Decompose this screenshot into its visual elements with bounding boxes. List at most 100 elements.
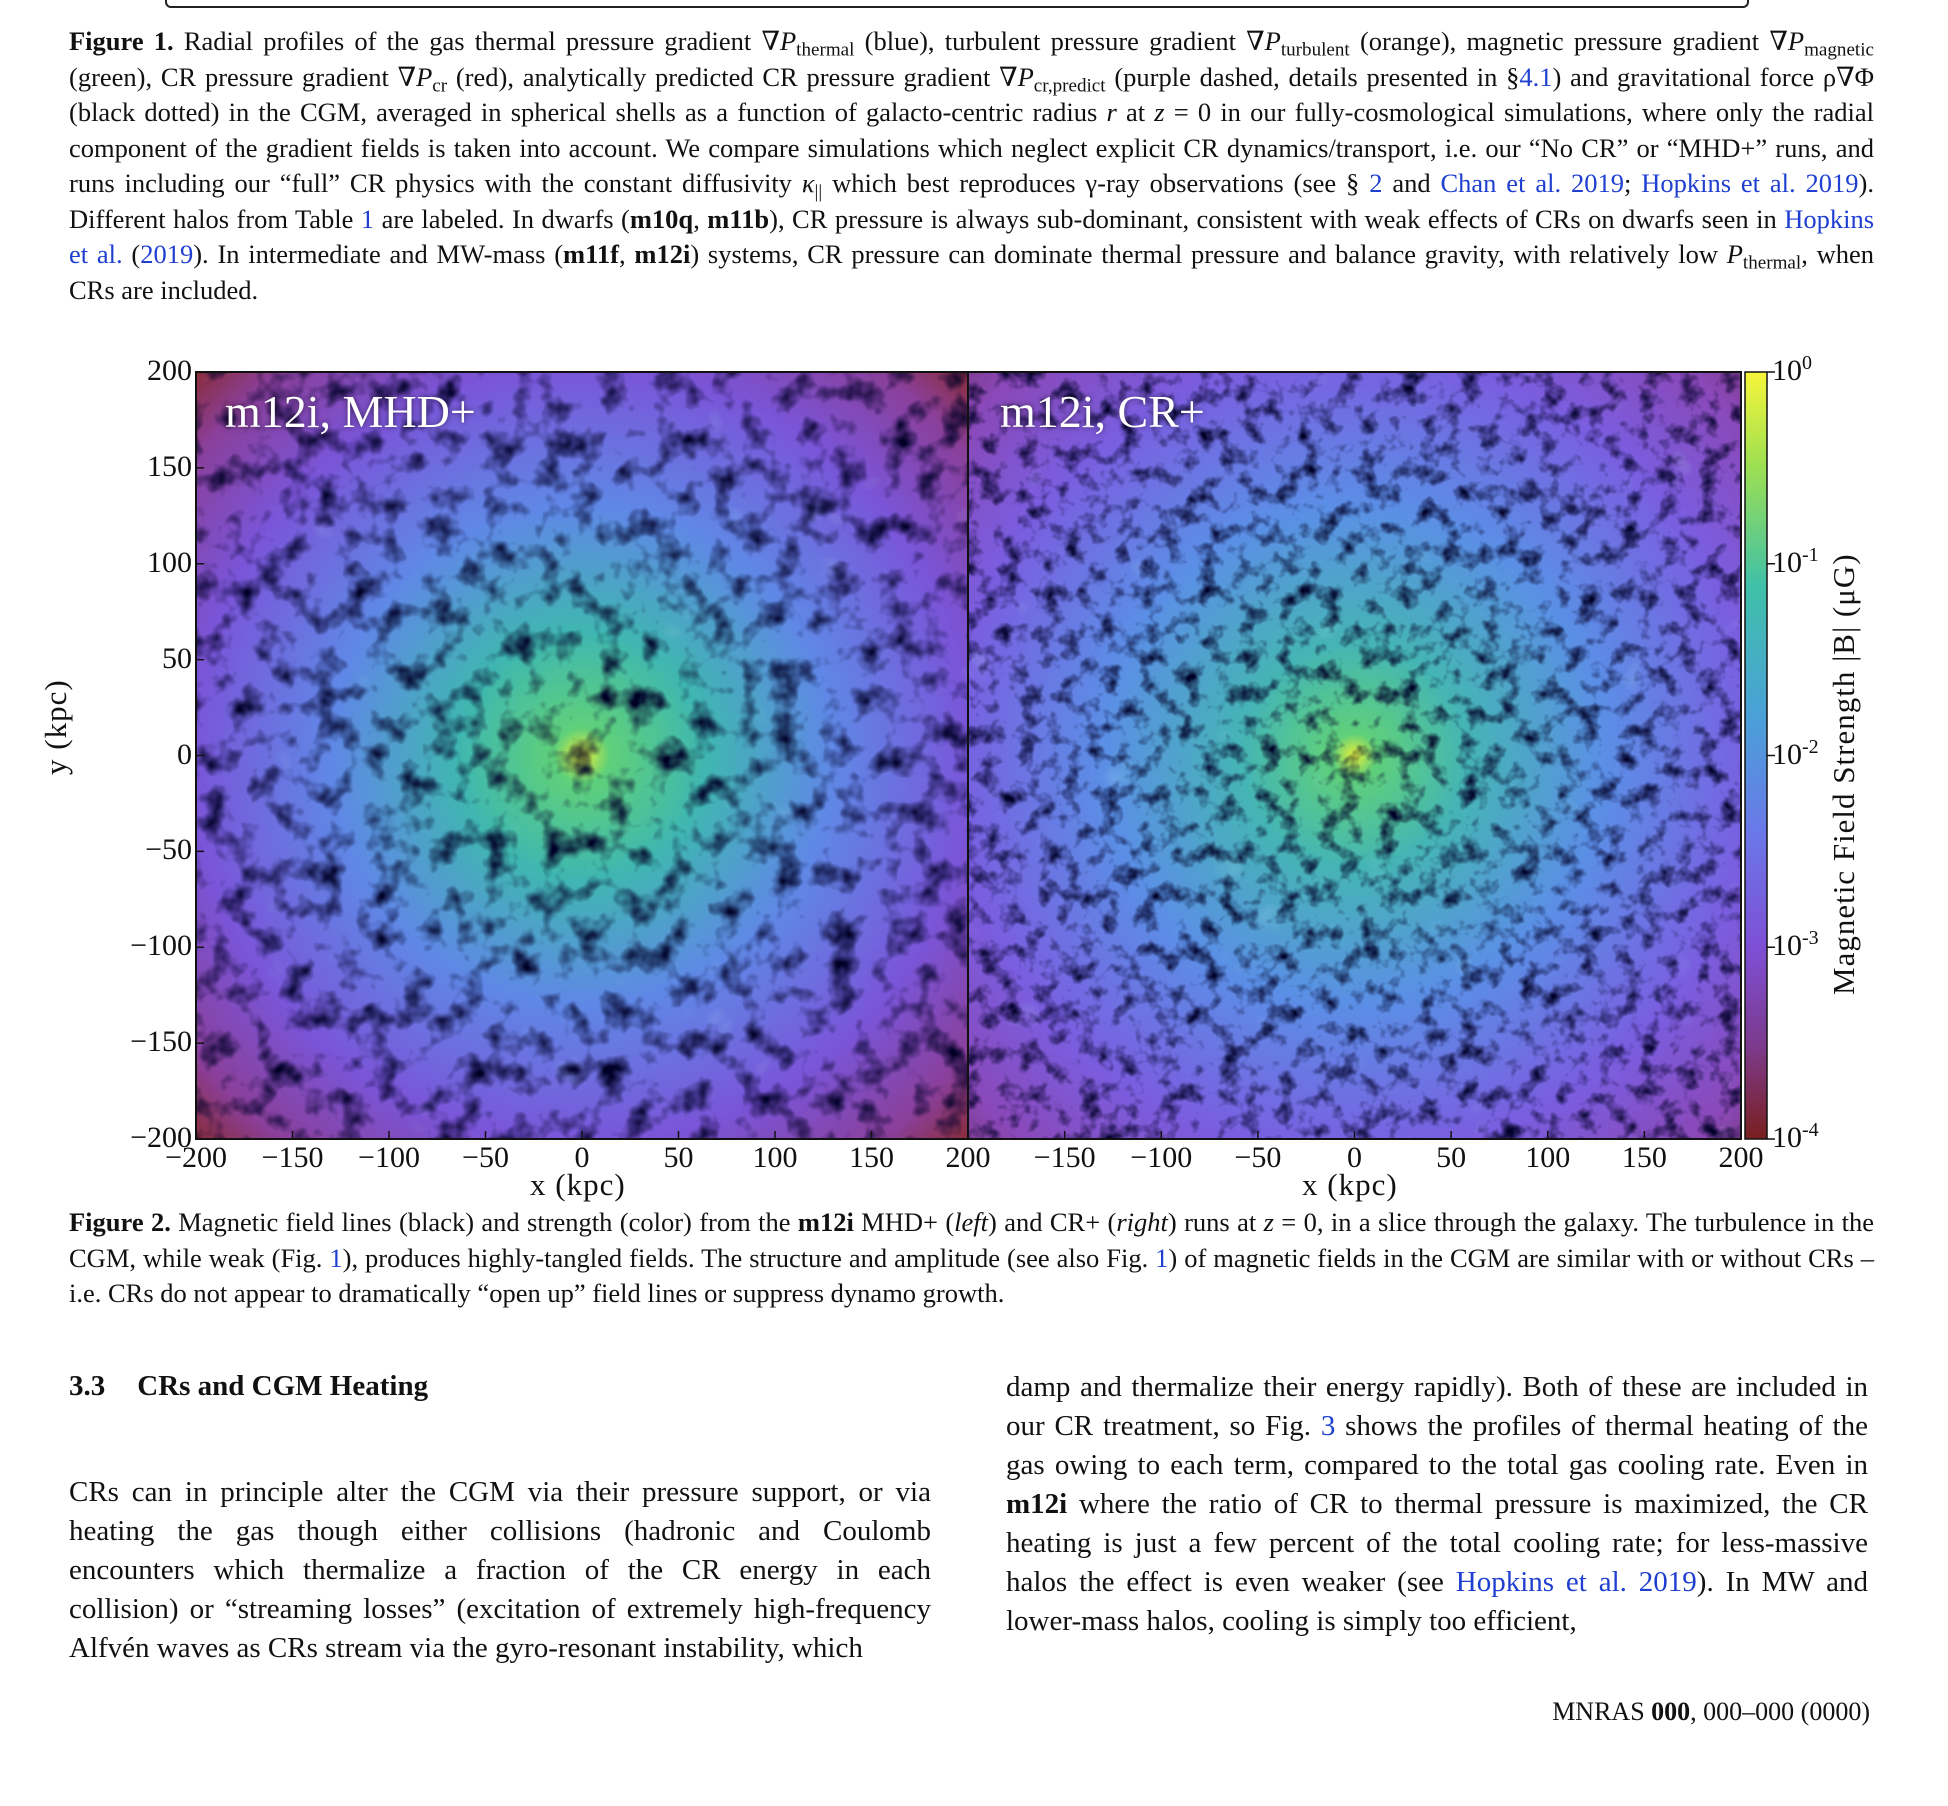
halo-name: m12i [1006, 1488, 1068, 1520]
caption-text: ) of magnetic fields in the CGM are simi… [69, 1242, 1874, 1309]
table-link[interactable]: 1 [360, 203, 375, 234]
section-heading: 3.3 CRs and CGM Heating [69, 1370, 428, 1403]
x-tick-label-right: 50 [1436, 1141, 1467, 1174]
colorbar-tick-label: 10-3 [1772, 927, 1819, 963]
colorbar [1744, 371, 1768, 1140]
halo-name: m11f [563, 239, 619, 269]
caption-text: κ [801, 168, 815, 198]
x-tick-label-left: 50 [663, 1141, 694, 1174]
figure1-caption: Figure 1. Radial profiles of the gas the… [69, 24, 1874, 308]
panel-mhd-field-lines [196, 372, 968, 1139]
tick-base: 10 [1772, 354, 1802, 387]
caption-text: ), CR pressure is always sub-dominant, c… [769, 203, 1785, 234]
figure1-label: Figure 1. [69, 26, 174, 56]
x-tick-label-left: −150 [261, 1141, 324, 1174]
caption-subscript: turbulent [1280, 39, 1350, 61]
figure-link[interactable]: 1 [329, 1242, 343, 1273]
section-title: CRs and CGM Heating [137, 1370, 429, 1402]
body-text: where the ratio of CR to thermal pressur… [1006, 1488, 1868, 1598]
x-tick-label-right: −150 [1033, 1141, 1096, 1174]
caption-text: P [1017, 61, 1034, 92]
x-tick-label-right: 150 [1621, 1141, 1667, 1174]
caption-text: P [1787, 26, 1805, 56]
y-tick-label: −100 [130, 929, 192, 963]
caption-text: are labeled. In dwarfs ( [374, 203, 630, 234]
y-axis-title: y (kpc) [38, 679, 73, 775]
figure-link[interactable]: 3 [1320, 1410, 1336, 1442]
y-tick-label: 50 [162, 641, 192, 675]
x-tick-label-left: 150 [849, 1141, 894, 1174]
caption-subscript: || [814, 181, 823, 203]
halo-name: m12i [797, 1207, 854, 1237]
caption-text: Radial profiles of the gas thermal press… [173, 26, 780, 56]
caption-subscript: thermal [1742, 252, 1802, 274]
caption-text: right [1116, 1207, 1168, 1237]
caption-text: z [1154, 97, 1165, 127]
y-tick-label: 0 [177, 737, 192, 771]
x-tick-label-left: −50 [462, 1141, 509, 1174]
panel-label-cr: m12i, CR+ [1000, 386, 1205, 437]
caption-text: left [954, 1207, 989, 1237]
caption-text: ). Different halos from Table [69, 168, 1874, 234]
figure2-canvas [195, 371, 1775, 1140]
x-tick-label-right: −50 [1234, 1141, 1282, 1174]
figure-link[interactable]: 1 [1155, 1242, 1169, 1273]
caption-text: r [1106, 97, 1117, 127]
x-axis-title-left: x (kpc) [530, 1167, 626, 1202]
colorbar-title: Magnetic Field Strength |B| (μG) [1826, 553, 1861, 995]
figure2: m12i, MHD+ m12i, CR+ x (kpc) x (kpc) y (… [0, 345, 1948, 1225]
y-tick-label: 200 [147, 354, 192, 387]
page-footer: MNRAS 000, 000–000 (0000) [1552, 1697, 1870, 1727]
body-left-column: CRs can in principle alter the CGM via t… [69, 1476, 931, 1664]
tick-base: 10 [1772, 1121, 1802, 1154]
caption-text: P [779, 26, 797, 56]
citation-link[interactable]: Hopkins et al. 2019 [1641, 168, 1859, 198]
caption-text: , [618, 239, 635, 269]
caption-text: z [1263, 1207, 1274, 1237]
citation-link[interactable]: Hopkins et al. 2019 [1455, 1566, 1697, 1598]
x-tick-label-left: 100 [752, 1141, 798, 1174]
caption-subscript: cr,predict [1033, 75, 1106, 97]
x-tick-label-right: −100 [1130, 1141, 1193, 1174]
colorbar-tick-label: 100 [1772, 352, 1812, 388]
tick-exponent: -2 [1802, 735, 1819, 758]
section-link[interactable]: 4.1 [1519, 61, 1553, 92]
colorbar-tick-label: 10-2 [1772, 736, 1819, 772]
caption-text: (blue), turbulent pressure gradient ∇ [854, 26, 1265, 56]
citation-link[interactable]: Hopkins et al. [69, 203, 1875, 270]
caption-text: at [1116, 97, 1155, 127]
y-tick-label: 150 [147, 449, 192, 483]
caption-text: MHD+ ( [853, 1207, 955, 1237]
body-text: ). In MW and lower-mass halos, cooling i… [1006, 1566, 1868, 1637]
body-right-column: damp and thermalize their energy rapidly… [1006, 1368, 1868, 1641]
body-text: damp and thermalize their energy rapidly… [1006, 1371, 1868, 1442]
x-tick-label-left: −200 [165, 1141, 227, 1174]
caption-subscript: cr [432, 75, 448, 97]
y-tick-label: 100 [147, 545, 192, 579]
caption-text: ). In intermediate and MW-mass ( [193, 239, 564, 269]
figure2-label: Figure 2. [69, 1207, 171, 1237]
body-text: shows the profiles of thermal heating of… [1006, 1410, 1868, 1481]
caption-subscript: thermal [796, 39, 855, 61]
section-link[interactable]: 2 [1369, 168, 1383, 198]
halo-name: m11b [707, 203, 770, 234]
tick-exponent: -1 [1802, 543, 1819, 566]
caption-text: , when CRs are included. [69, 239, 1874, 305]
colorbar-tick-label: 10-4 [1772, 1119, 1819, 1155]
caption-text: ) and CR+ ( [988, 1207, 1117, 1237]
caption-text: P [1264, 26, 1281, 56]
caption-text: ) runs at [1167, 1207, 1264, 1237]
caption-text: (orange), magnetic pressure gradient ∇ [1349, 26, 1788, 56]
x-axis-title-right: x (kpc) [1302, 1167, 1398, 1202]
x-tick-label-left: 200 [945, 1141, 991, 1174]
caption-subscript: magnetic [1804, 39, 1874, 61]
tick-base: 10 [1772, 545, 1802, 579]
caption-text: ; [1623, 168, 1642, 198]
caption-text: and [1382, 168, 1441, 198]
citation-link[interactable]: Chan et al. 2019 [1440, 168, 1624, 198]
tick-base: 10 [1772, 929, 1802, 963]
citation-link[interactable]: 2019 [140, 239, 194, 269]
tick-exponent: 0 [1802, 352, 1812, 374]
caption-text: (green), CR pressure gradient ∇ [69, 61, 417, 92]
caption-text: ) systems, CR pressure can dominate ther… [690, 239, 1727, 269]
